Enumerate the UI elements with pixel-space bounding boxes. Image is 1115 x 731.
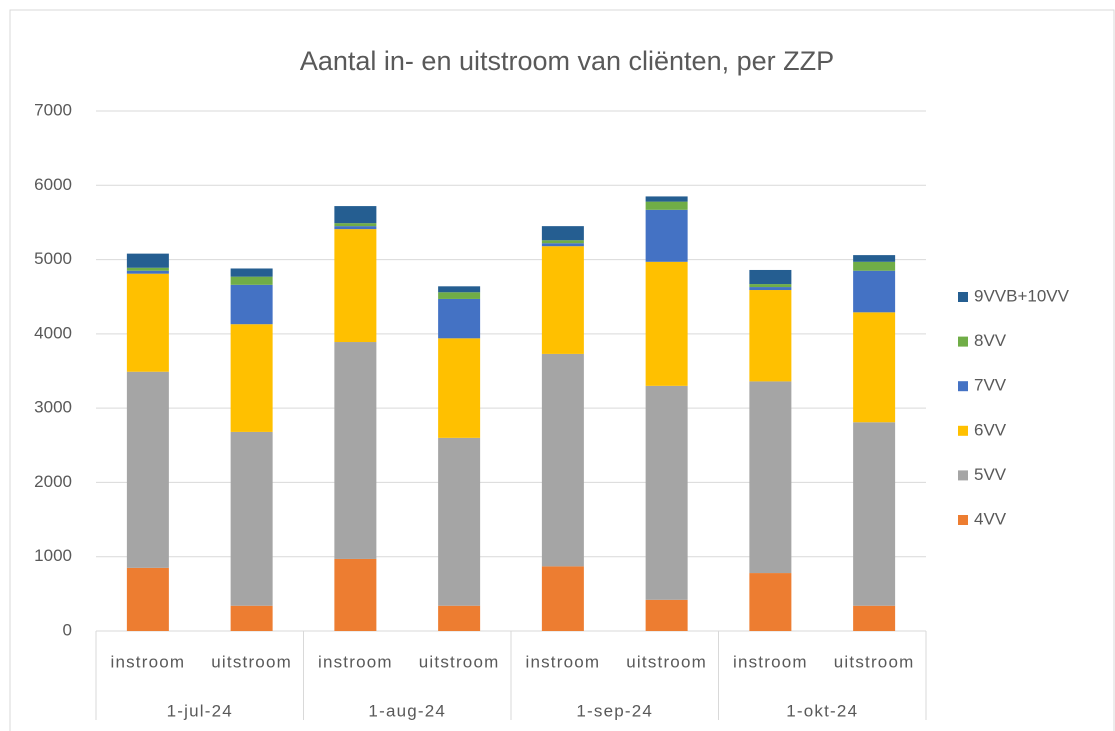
x-tick-label: instroom xyxy=(733,652,808,671)
bar-segment xyxy=(645,201,688,210)
bar-segment xyxy=(438,286,481,293)
y-tick-label: 1000 xyxy=(34,546,72,565)
legend-swatch xyxy=(958,515,968,525)
bar-segment xyxy=(541,566,584,631)
bar-segment xyxy=(438,437,481,606)
bar-segment xyxy=(541,243,584,247)
bar-segment xyxy=(126,270,169,274)
legend-swatch xyxy=(958,381,968,392)
bar-segment xyxy=(230,605,273,631)
bar-segment xyxy=(645,196,688,202)
bar-segment xyxy=(853,261,896,271)
bar-segment xyxy=(126,371,169,568)
legend-swatch xyxy=(958,425,968,436)
y-tick-label: 3000 xyxy=(34,398,72,417)
chart-title: Aantal in- en uitstroom van cliënten, pe… xyxy=(300,46,834,76)
bar-segment xyxy=(230,284,273,325)
bar-segment xyxy=(541,353,584,567)
bar-segment xyxy=(438,292,481,299)
bar-segment xyxy=(749,284,792,288)
legend-label: 9VVB+10VV xyxy=(974,286,1070,305)
y-tick-label: 4000 xyxy=(34,323,72,342)
bar-segment xyxy=(438,338,481,438)
bar-segment xyxy=(126,273,169,372)
bar-segment xyxy=(853,255,896,262)
bar-segment xyxy=(334,206,377,224)
bar-segment xyxy=(541,246,584,354)
bar-segment xyxy=(334,558,377,631)
group-label: 1-sep-24 xyxy=(576,701,653,720)
bar-segment xyxy=(230,324,273,432)
legend-swatch xyxy=(958,336,968,347)
group-label: 1-okt-24 xyxy=(786,701,858,720)
legend-label: 8VV xyxy=(974,331,1007,350)
x-tick-label: instroom xyxy=(110,652,185,671)
bar-segment xyxy=(126,253,169,268)
y-tick-label: 5000 xyxy=(34,249,72,268)
bar-segment xyxy=(749,290,792,382)
bar-segment xyxy=(853,270,896,313)
x-tick-label: uitstroom xyxy=(834,652,915,671)
bar-segment xyxy=(853,605,896,631)
y-tick-label: 7000 xyxy=(34,100,72,119)
bar-segment xyxy=(230,431,273,606)
legend-label: 6VV xyxy=(974,420,1007,439)
bar-segment xyxy=(126,567,169,631)
legend-swatch xyxy=(958,292,968,302)
legend-label: 7VV xyxy=(974,376,1007,395)
legend-label: 5VV xyxy=(974,465,1007,484)
x-tick-label: instroom xyxy=(318,652,393,671)
bar-segment xyxy=(334,229,377,343)
legend-swatch xyxy=(958,470,968,481)
bar-segment xyxy=(645,599,688,631)
y-tick-label: 0 xyxy=(63,620,72,639)
x-tick-label: instroom xyxy=(525,652,600,671)
bar-segment xyxy=(749,269,792,285)
bar-segment xyxy=(645,385,688,600)
bar-segment xyxy=(749,381,792,574)
x-tick-label: uitstroom xyxy=(626,652,707,671)
bar-segment xyxy=(645,261,688,386)
x-tick-label: uitstroom xyxy=(211,652,292,671)
bar-segment xyxy=(334,223,377,227)
group-label: 1-jul-24 xyxy=(167,701,233,720)
bar-segment xyxy=(645,209,688,262)
bar-segment xyxy=(853,422,896,606)
bar-segment xyxy=(126,267,169,271)
group-label: 1-aug-24 xyxy=(368,701,446,720)
bar-segment xyxy=(438,298,481,339)
bar-segment xyxy=(334,342,377,559)
bar-segment xyxy=(541,240,584,244)
bar-segment xyxy=(541,226,584,241)
bar-segment xyxy=(853,312,896,423)
x-tick-label: uitstroom xyxy=(419,652,500,671)
legend-label: 4VV xyxy=(974,509,1007,528)
bar-segment xyxy=(749,573,792,631)
bar-segment xyxy=(334,226,377,230)
bar-segment xyxy=(438,605,481,631)
y-tick-label: 6000 xyxy=(34,175,72,194)
bar-segment xyxy=(230,276,273,285)
bar-segment xyxy=(749,287,792,291)
bar-segment xyxy=(230,268,273,277)
y-tick-label: 2000 xyxy=(34,472,72,491)
